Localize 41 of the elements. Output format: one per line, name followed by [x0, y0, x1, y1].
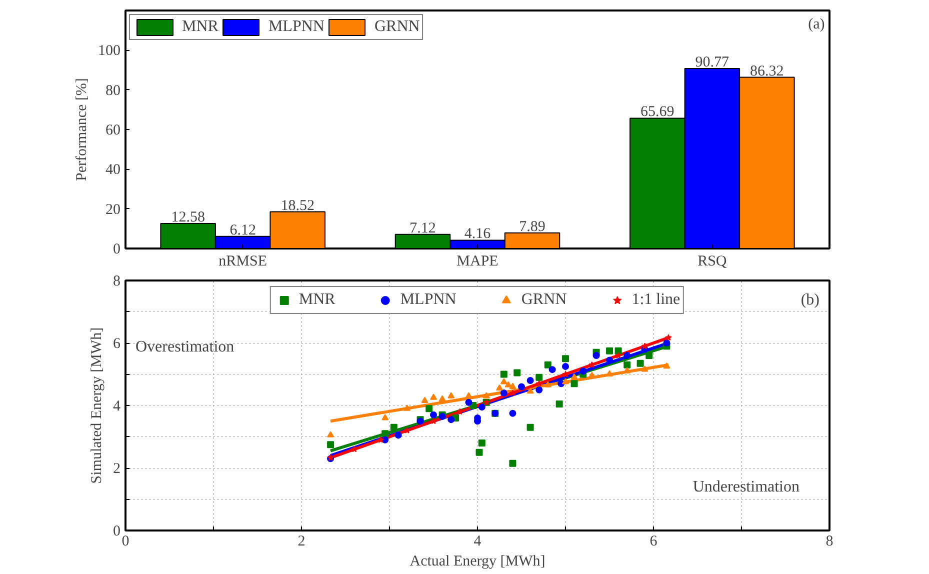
- annotation: Overestimation: [136, 338, 234, 356]
- annotation: Underestimation: [692, 478, 800, 496]
- x-tick-label: MAPE: [456, 254, 498, 270]
- y-tick-label: 8: [113, 274, 120, 290]
- legend-label: GRNN: [374, 18, 420, 36]
- x-tick-label: 8: [826, 534, 834, 550]
- y-tick-label: 80: [106, 82, 120, 99]
- data-label: 12.58: [171, 210, 205, 226]
- y-tick-label: 40: [106, 162, 120, 178]
- legend-label: GRNN: [521, 291, 567, 309]
- legend-label: MNR: [182, 18, 218, 36]
- x-tick-label: 2: [298, 534, 306, 550]
- y-tick-label: 100: [98, 43, 120, 60]
- legend-label: MNR: [298, 291, 336, 309]
- y-axis-title: Performance [%]: [74, 78, 90, 181]
- y-tick-label: 0: [113, 524, 120, 540]
- data-label: 65.69: [640, 104, 674, 120]
- x-tick-label: 6: [650, 534, 658, 550]
- legend-label: MLPNN: [268, 18, 324, 36]
- data-label: 7.12: [410, 220, 436, 236]
- y-tick-label: 0: [113, 242, 120, 258]
- x-tick-label: RSQ: [698, 254, 727, 270]
- annotation: (a): [808, 16, 825, 32]
- y-tick-label: 60: [106, 122, 120, 138]
- y-tick-label: 6: [113, 336, 121, 352]
- data-label: 7.89: [519, 218, 546, 235]
- y-tick-label: 4: [113, 398, 121, 414]
- y-axis-title: Simulated Energy [MWh]: [89, 327, 105, 484]
- data-label: 4.16: [464, 226, 492, 242]
- data-label: 86.32: [750, 63, 784, 80]
- legend-label: 1:1 line: [632, 291, 680, 309]
- data-label: 6.12: [230, 222, 256, 238]
- x-tick-label: 4: [474, 534, 482, 550]
- legend-label: MLPNN: [400, 291, 456, 309]
- y-tick-label: 20: [106, 202, 120, 218]
- annotation: (b): [800, 292, 820, 308]
- x-axis-title: Actual Energy [MWh]: [410, 554, 546, 570]
- data-label: 18.52: [280, 198, 314, 214]
- x-tick-label: nRMSE: [218, 254, 268, 270]
- y-tick-label: 2: [113, 461, 120, 477]
- data-label: 90.77: [695, 54, 730, 70]
